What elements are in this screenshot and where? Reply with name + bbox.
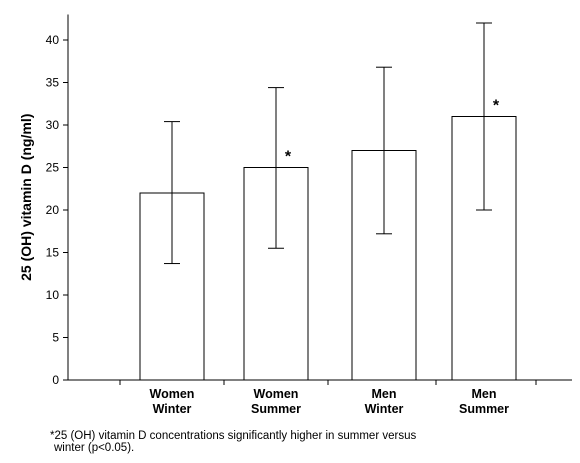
significance-marker: * bbox=[493, 98, 500, 115]
footnote-line-1: *25 (OH) vitamin D concentrations signif… bbox=[50, 430, 417, 442]
category-label-line: Women bbox=[254, 387, 299, 401]
category-label: Men Summer bbox=[459, 387, 509, 416]
y-axis-title: 25 (OH) vitamin D (ng/ml) bbox=[18, 114, 34, 281]
category-label-line: Summer bbox=[459, 402, 509, 416]
y-tick-label: 30 bbox=[46, 118, 60, 132]
y-tick-label: 40 bbox=[46, 33, 60, 47]
category-label-line: Men bbox=[372, 387, 397, 401]
category-label-line: Women bbox=[150, 387, 195, 401]
y-ticks-group: 0 5 10 15 20 25 30 35 40 bbox=[46, 33, 68, 387]
y-tick-label: 0 bbox=[52, 373, 59, 387]
footnote: *25 (OH) vitamin D concentrations signif… bbox=[50, 430, 520, 454]
significance-marker: * bbox=[285, 149, 292, 166]
y-tick-label: 5 bbox=[52, 331, 59, 345]
y-tick-label: 15 bbox=[46, 246, 60, 260]
y-tick-label: 25 bbox=[46, 161, 60, 175]
y-tick-label: 20 bbox=[46, 203, 60, 217]
footnote-line-2: winter (p<0.05). bbox=[54, 442, 135, 454]
category-label-line: Summer bbox=[251, 402, 301, 416]
category-label-line: Men bbox=[472, 387, 497, 401]
bars-group: ** bbox=[139, 22, 517, 381]
axes-group bbox=[67, 14, 572, 385]
y-tick-label: 35 bbox=[46, 76, 60, 90]
category-label-line: Winter bbox=[365, 402, 404, 416]
category-label: Men Winter bbox=[365, 387, 404, 416]
y-tick-label: 10 bbox=[46, 288, 60, 302]
category-label: Women Summer bbox=[251, 387, 301, 416]
category-label: Women Winter bbox=[150, 387, 195, 416]
category-label-line: Winter bbox=[153, 402, 192, 416]
